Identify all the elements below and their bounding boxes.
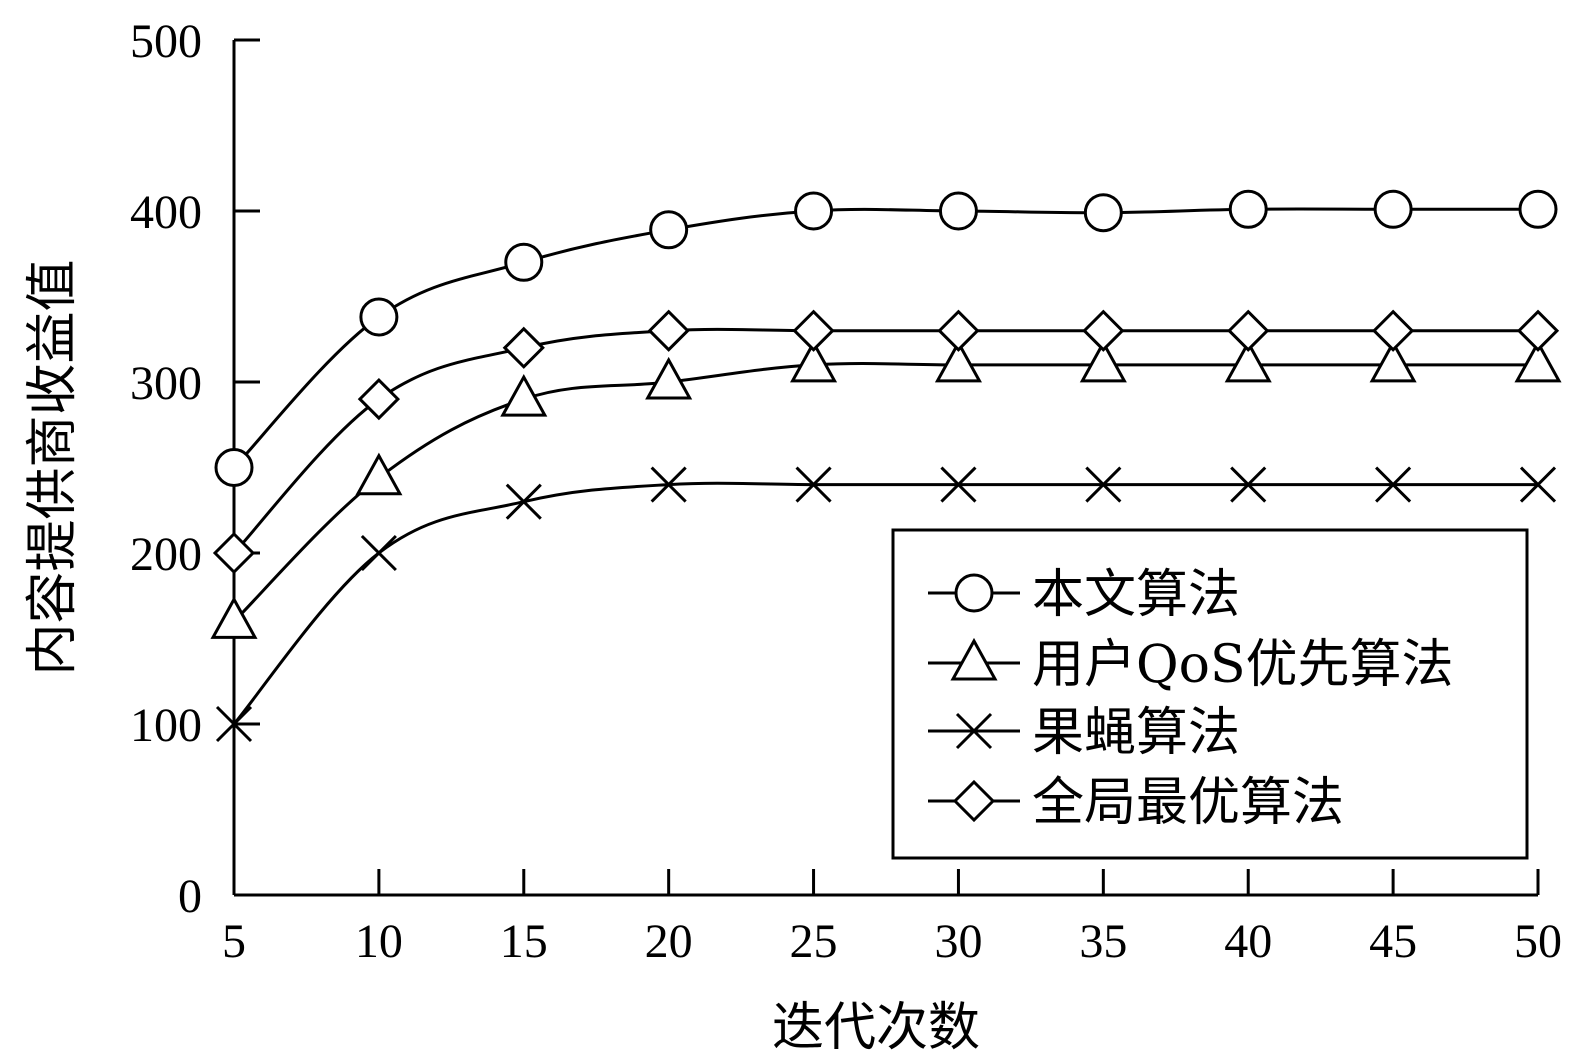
x-tick-label: 50 — [1514, 915, 1562, 968]
data-point-x — [215, 705, 253, 743]
series-line — [232, 481, 1538, 725]
legend-marker-triangle — [950, 637, 998, 681]
data-point-circle — [649, 210, 689, 250]
data-point-circle — [1083, 193, 1123, 233]
legend-item: 全局最优算法 — [928, 773, 1344, 833]
data-point-x — [360, 534, 397, 572]
legend-box — [891, 528, 1529, 860]
legend-item: 本文算法 — [928, 565, 1240, 625]
data-point-diamond — [502, 326, 545, 369]
x-tick-label: 10 — [355, 915, 403, 968]
legend-label: 果蝇算法 — [1032, 703, 1240, 763]
data-point-triangle — [934, 339, 982, 383]
data-point-diamond — [212, 531, 256, 575]
series-line — [232, 362, 1538, 623]
legend-item: 果蝇算法 — [928, 703, 1240, 763]
x-tick-label: 5 — [222, 915, 246, 968]
data-point-circle — [1518, 189, 1558, 229]
legend-item: 用户QoS优先算法 — [928, 635, 1454, 695]
data-point-x — [1375, 466, 1412, 503]
data-point-diamond — [357, 377, 401, 421]
data-point-diamond — [1371, 309, 1415, 352]
x-tick-label: 15 — [500, 915, 548, 968]
x-tick-label: 20 — [645, 915, 693, 968]
data-point-circle — [1373, 189, 1413, 229]
data-point-x — [1230, 466, 1267, 503]
legend-label: 全局最优算法 — [1032, 773, 1344, 833]
y-tick-label: 0 — [178, 870, 202, 923]
legend-label: 本文算法 — [1032, 565, 1240, 625]
data-point-circle — [1228, 189, 1268, 229]
data-point-triangle — [1514, 339, 1562, 383]
y-axis-label: 内容提供商收益值 — [23, 259, 83, 675]
y-tick-label: 300 — [130, 357, 202, 410]
data-point-diamond — [792, 309, 835, 352]
data-point-circle — [504, 242, 544, 282]
data-point-diamond — [647, 309, 690, 352]
data-point-triangle — [210, 596, 258, 639]
data-point-circle — [214, 448, 254, 487]
data-point-x — [940, 466, 977, 503]
legend-marker-x — [955, 712, 993, 750]
x-tick-label: 30 — [934, 915, 982, 968]
data-point-triangle — [790, 339, 838, 383]
data-point-triangle — [500, 373, 548, 417]
x-tick-label: 35 — [1079, 915, 1127, 968]
legend-marker-circle — [954, 573, 994, 613]
series-diamond — [212, 309, 1560, 575]
data-point-diamond — [937, 309, 980, 352]
legend-label: 用户QoS优先算法 — [1032, 635, 1454, 695]
x-tick-label: 40 — [1224, 915, 1272, 968]
y-tick-label: 400 — [130, 186, 202, 239]
x-tick-label: 25 — [790, 915, 838, 968]
data-point-circle — [794, 191, 834, 231]
x-tick-label: 45 — [1369, 915, 1417, 968]
series-triangle — [210, 339, 1562, 639]
y-tick-label: 500 — [130, 15, 202, 68]
data-point-x — [650, 466, 687, 503]
data-point-diamond — [1082, 309, 1125, 352]
series-x — [215, 466, 1557, 743]
data-point-triangle — [1224, 339, 1272, 383]
legend-marker-diamond — [952, 779, 996, 823]
data-point-diamond — [1227, 309, 1270, 352]
series-circle — [214, 189, 1558, 487]
data-point-x — [1085, 466, 1122, 503]
data-point-x — [795, 466, 832, 503]
y-tick-label: 100 — [130, 699, 202, 752]
data-point-x — [505, 483, 542, 520]
data-point-circle — [359, 297, 399, 337]
x-axis-label: 迭代次数 — [772, 998, 980, 1058]
data-point-triangle — [645, 356, 693, 400]
series-line — [232, 327, 1538, 555]
data-point-circle — [938, 191, 978, 231]
axis-ticks: 0 100 200 300 400 500 5 10 15 20 25 30 35 40 45 50 — [130, 15, 1562, 968]
data-point-x — [1519, 466, 1557, 503]
data-series — [210, 189, 1562, 743]
y-tick-label: 200 — [130, 528, 202, 581]
series-line — [232, 207, 1538, 469]
data-point-triangle — [1369, 339, 1417, 383]
data-point-triangle — [1079, 339, 1127, 383]
data-point-diamond — [1516, 309, 1560, 352]
data-point-triangle — [355, 452, 403, 496]
